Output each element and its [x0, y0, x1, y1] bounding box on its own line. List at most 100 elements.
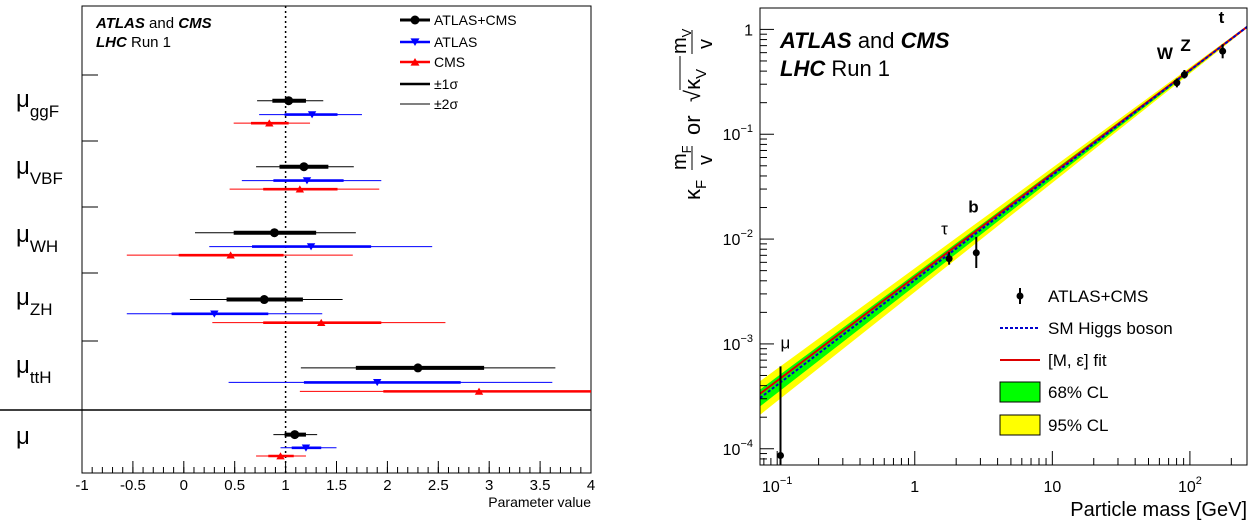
data-point [777, 451, 785, 459]
annotation-atlas: ATLAS [95, 15, 145, 32]
legend-cl95-box [999, 414, 1041, 436]
annotation-run: LHC Run 1 [780, 56, 890, 81]
legend-cl68-box [999, 381, 1041, 403]
x-tick-label: 3 [485, 477, 493, 494]
data-point [269, 228, 279, 238]
data-point [265, 119, 274, 127]
annotation-run: LHC Run 1 [96, 34, 171, 51]
data-point [299, 162, 309, 172]
particle-label: b [968, 197, 978, 216]
data-point [284, 96, 294, 106]
x-tick-label: -0.5 [120, 477, 146, 494]
x-tick-label: 0.5 [224, 477, 245, 494]
parameter-subscript: WH [30, 237, 58, 256]
tick-base: 1 [910, 479, 919, 496]
annotation-lhc: LHC [780, 56, 826, 81]
parameter-symbol: μ [16, 86, 30, 113]
annotation-run1: Run 1 [825, 56, 890, 81]
legend-marker [410, 57, 420, 66]
particle-label: μ [781, 334, 791, 353]
parameter-subscript: VBF [30, 169, 63, 188]
data-point [276, 452, 285, 460]
legend-marker [1016, 292, 1024, 300]
x-tick-label: 1 [281, 477, 289, 494]
legend-label: ATLAS+CMS [434, 12, 517, 28]
particle-label: W [1157, 44, 1174, 63]
legend-marker [410, 38, 420, 47]
legend-label: ATLAS [434, 34, 477, 50]
y-tick-label: 10−1 [723, 123, 753, 144]
y-tick-label: 10−4 [723, 438, 753, 459]
annotation-and: and [852, 28, 901, 53]
y-label-fraction-num: mV [669, 28, 694, 54]
legend-label: [M, ε] fit [1048, 351, 1107, 370]
y-label-kappa-v: √κV [680, 69, 710, 102]
y-label-fraction-den: v [695, 155, 717, 165]
ylabel-m: m [669, 37, 691, 54]
x-tick-label: 2 [383, 477, 391, 494]
tick-base: 10 [723, 442, 741, 459]
data-point [307, 111, 317, 119]
x-axis-label: Particle mass [GeV] [1070, 499, 1247, 521]
cl95-band [760, 25, 1247, 415]
data-point [373, 379, 382, 387]
data-point [972, 249, 980, 257]
annotation-run1: Run 1 [127, 34, 171, 51]
x-tick-label: 2.5 [428, 477, 449, 494]
y-tick-label: 10−2 [723, 228, 753, 249]
parameter-label: μWH [16, 221, 58, 256]
parameter-subscript: ggF [30, 102, 59, 121]
y-label-kappa-f: κF [680, 180, 710, 200]
annotation-cms: CMS [901, 28, 950, 53]
parameter-symbol: μ [16, 153, 30, 180]
data-point [295, 185, 305, 193]
ylabel-sub: V [679, 28, 694, 37]
tick-base: 10 [762, 479, 780, 496]
plot-area [760, 25, 1247, 415]
data-point [290, 430, 300, 440]
annotation-and: and [145, 15, 178, 32]
annotation-atlas: ATLAS [779, 28, 852, 53]
parameter-label: μggF [16, 86, 59, 121]
x-tick-label: 4 [587, 477, 595, 494]
data-point [945, 255, 953, 263]
particle-label: t [1219, 8, 1225, 27]
data-point [1180, 71, 1188, 79]
parameter-symbol: μ [16, 352, 30, 379]
ylabel-sub: F [693, 180, 710, 189]
parameter-symbol: μ [16, 221, 30, 248]
data-point [1219, 47, 1227, 55]
tick-base: 10 [1043, 479, 1061, 496]
parameter-symbol: μ [16, 284, 30, 311]
data-point [301, 444, 311, 452]
tick-base: 10 [723, 337, 741, 354]
parameter-symbol: μ [16, 423, 30, 450]
data-point [210, 310, 219, 318]
tick-exponent: −3 [740, 333, 753, 345]
legend-marker [410, 15, 420, 25]
sm-line [760, 26, 1247, 399]
legend-label: ±1σ [434, 76, 458, 92]
ylabel-sqrt-kappa: √κ [680, 78, 705, 102]
tick-exponent: −1 [740, 123, 753, 135]
data-point [317, 318, 326, 326]
tick-base: 1 [744, 22, 753, 39]
parameter-subscript: ZH [30, 300, 53, 319]
ylabel-sub: F [679, 145, 694, 153]
legend-label: CMS [434, 54, 465, 70]
x-tick-label: 1.5 [326, 477, 347, 494]
plot-frame [759, 7, 1248, 466]
tick-base: 10 [723, 127, 741, 144]
annotation-lhc: LHC [96, 34, 128, 51]
annotation-experiments: ATLAS and CMS [95, 15, 212, 32]
legend-label: SM Higgs boson [1048, 319, 1173, 338]
cl68-band [760, 26, 1247, 407]
y-label-fraction-num: mF [669, 145, 694, 170]
tick-exponent: −2 [740, 228, 753, 240]
x-axis-label: Parameter value [488, 494, 591, 510]
ylabel-m: m [669, 153, 691, 170]
